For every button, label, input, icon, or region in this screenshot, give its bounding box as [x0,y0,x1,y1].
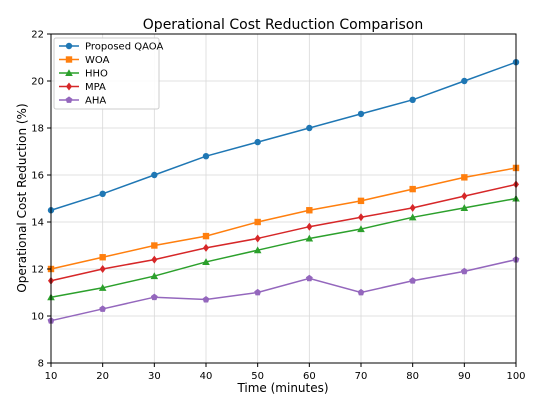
data-point [253,246,262,254]
data-point [99,254,106,261]
data-point [202,258,210,265]
x-tick-label: 60 [303,371,316,382]
data-point [357,110,365,118]
data-point [99,305,107,312]
x-tick-label: 80 [406,371,419,382]
legend-box [53,37,160,110]
plot-frame [50,33,517,364]
x-axis-label: Time (minutes) [236,381,328,395]
x-tick-label: 10 [45,371,58,382]
data-point [254,218,261,226]
data-point [305,234,314,242]
y-tick-label: 12 [31,265,44,276]
series-layer [47,59,520,324]
data-point [254,138,261,146]
legend-item: WOA [59,55,110,66]
x-tick-label: 20 [96,371,109,382]
data-point [461,174,468,181]
legend-label: HHO [85,69,108,80]
data-point [151,242,158,249]
series-line [50,61,517,211]
y-tick-label: 22 [31,30,44,41]
x-tick-label: 70 [355,371,368,382]
data-point [358,213,364,222]
data-point [254,288,262,296]
data-point [409,185,416,193]
data-point [461,192,468,201]
legend-marker [65,42,73,50]
y-tick-label: 8 [38,359,44,370]
data-point [202,232,210,240]
legend-marker [66,82,72,91]
data-point [151,255,158,264]
data-point [306,222,313,231]
data-point [409,203,416,212]
data-point [99,265,106,273]
y-tick-label: 18 [31,124,44,135]
data-point [98,284,107,291]
legend-label: AHA [85,96,106,107]
y-tick-label: 20 [31,77,44,88]
series-3 [48,180,519,285]
legend-item: HHO [59,69,108,80]
data-point [203,243,209,252]
data-point [357,225,365,233]
data-point [202,153,210,160]
data-point [151,171,158,179]
series-line [50,183,517,282]
series-0 [47,59,520,214]
legend: Proposed QAOA WOA HHO MPA AHA [53,37,163,110]
data-point [409,96,416,104]
legend-label: Proposed QAOA [85,42,163,53]
series-line [50,258,517,322]
y-tick-label: 16 [31,171,44,182]
data-point [460,204,469,211]
legend-marker [65,69,73,77]
legend-label: WOA [85,55,110,66]
data-point [357,288,365,296]
data-point [202,295,210,303]
y-axis-label: Operational Cost Reduction (%) [15,103,29,292]
legend-item: AHA [59,96,106,107]
data-point [150,293,158,301]
y-tick-label: 10 [31,312,44,323]
data-point [461,77,468,85]
data-point [306,124,313,132]
data-point [99,190,106,197]
series-1 [47,164,520,273]
x-tick-label: 30 [148,371,161,382]
data-point [357,197,365,205]
legend-item: Proposed QAOA [59,42,163,53]
data-point [460,267,468,275]
data-point [305,274,313,282]
legend-label: MPA [85,82,106,93]
x-tick-label: 90 [458,371,471,382]
data-point [254,234,261,243]
legend-item: MPA [59,82,106,93]
series-line [50,167,517,270]
series-2 [47,194,520,301]
data-point [409,277,417,284]
y-tick-label: 14 [31,218,44,229]
data-point [150,272,159,280]
x-tick-label: 50 [251,371,264,382]
series-line [50,197,517,298]
data-point [408,213,417,221]
x-tick-label: 40 [200,371,213,382]
data-point [306,207,313,214]
legend-marker [65,96,73,103]
x-tick-label: 100 [506,371,525,382]
chart-title: Operational Cost Reduction Comparison [143,17,423,33]
legend-marker [65,56,73,63]
